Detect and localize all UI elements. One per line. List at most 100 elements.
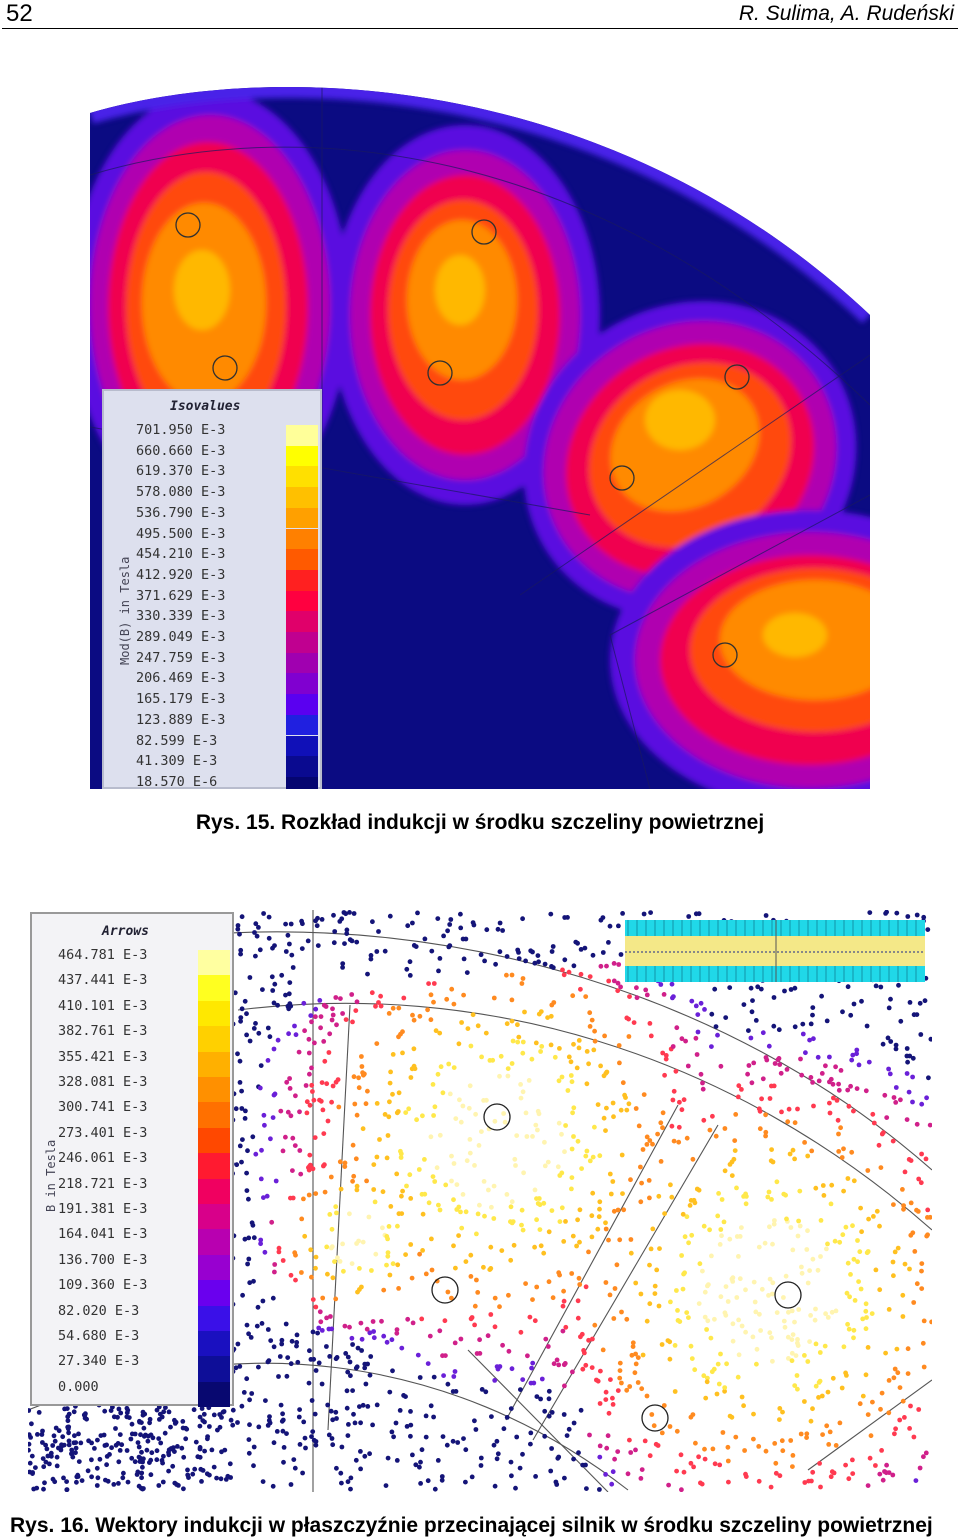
vector-marker bbox=[739, 1323, 745, 1329]
vector-marker bbox=[730, 1275, 736, 1281]
vector-marker bbox=[546, 1279, 552, 1285]
vector-marker bbox=[441, 1373, 446, 1378]
vector-marker bbox=[94, 1465, 100, 1471]
vector-marker bbox=[377, 1137, 382, 1142]
vector-marker bbox=[669, 981, 675, 987]
vector-marker bbox=[647, 1453, 653, 1459]
vector-marker bbox=[417, 1251, 422, 1257]
vector-marker bbox=[286, 1006, 292, 1012]
vector-marker bbox=[810, 1256, 816, 1262]
vector-marker bbox=[722, 1385, 728, 1390]
vector-marker bbox=[321, 1163, 326, 1169]
vector-marker bbox=[343, 1017, 349, 1022]
vector-marker bbox=[902, 1415, 907, 1420]
vector-marker bbox=[397, 1408, 403, 1413]
vector-marker bbox=[148, 1457, 154, 1463]
vector-marker bbox=[374, 949, 380, 954]
vector-marker bbox=[141, 1433, 147, 1439]
vector-marker bbox=[442, 1318, 448, 1324]
vector-marker bbox=[481, 1264, 486, 1270]
vector-marker bbox=[759, 1096, 764, 1102]
vector-marker bbox=[294, 1332, 300, 1338]
vector-marker bbox=[858, 1286, 864, 1292]
vector-marker bbox=[488, 1312, 494, 1317]
vector-marker bbox=[598, 1368, 603, 1374]
vector-marker bbox=[116, 1459, 122, 1465]
vector-marker bbox=[600, 950, 606, 955]
vector-marker bbox=[541, 1200, 547, 1206]
vector-marker bbox=[420, 1248, 425, 1253]
vector-marker bbox=[789, 1308, 795, 1314]
vector-marker bbox=[75, 1472, 81, 1478]
vector-marker bbox=[326, 1050, 332, 1055]
vector-marker bbox=[627, 994, 632, 999]
vector-marker bbox=[596, 1214, 602, 1220]
legend-swatch bbox=[198, 1051, 230, 1077]
vector-marker bbox=[819, 1071, 825, 1076]
vector-marker bbox=[124, 1405, 130, 1411]
vector-marker bbox=[350, 1388, 355, 1393]
vector-marker bbox=[886, 1066, 891, 1072]
vector-marker bbox=[303, 1445, 308, 1451]
vector-marker bbox=[315, 1330, 320, 1336]
vector-marker bbox=[340, 961, 346, 966]
vector-marker bbox=[716, 1381, 722, 1387]
vector-marker bbox=[779, 1438, 785, 1444]
vector-marker bbox=[398, 1031, 403, 1037]
vector-marker bbox=[265, 1423, 271, 1428]
vector-marker bbox=[914, 1121, 920, 1127]
vector-marker bbox=[394, 1458, 400, 1463]
vector-marker bbox=[390, 1052, 396, 1057]
vector-marker bbox=[431, 1414, 436, 1420]
vector-marker bbox=[257, 1085, 263, 1091]
vector-marker bbox=[771, 1083, 777, 1089]
vector-marker bbox=[922, 998, 928, 1004]
vector-marker bbox=[846, 1103, 852, 1109]
vector-marker bbox=[611, 978, 617, 984]
vector-marker bbox=[45, 1453, 51, 1459]
legend-value: 536.790 E-3 bbox=[136, 504, 226, 521]
vector-marker bbox=[661, 992, 667, 997]
vector-marker bbox=[449, 1153, 454, 1159]
vector-marker bbox=[485, 1333, 491, 1339]
vector-marker bbox=[59, 1442, 64, 1448]
vector-marker bbox=[736, 1254, 741, 1259]
vector-marker bbox=[321, 1039, 327, 1044]
vector-marker bbox=[51, 1433, 57, 1439]
vector-marker bbox=[919, 1151, 924, 1157]
vector-marker bbox=[430, 1174, 436, 1179]
vector-marker bbox=[172, 1449, 177, 1454]
legend-swatch bbox=[286, 425, 318, 446]
vector-marker bbox=[309, 1019, 314, 1025]
vector-marker bbox=[218, 1476, 224, 1482]
vector-marker bbox=[258, 1063, 264, 1068]
vector-marker bbox=[479, 1129, 484, 1134]
vector-marker bbox=[405, 923, 411, 929]
vector-marker bbox=[681, 1271, 686, 1277]
vector-marker bbox=[893, 1046, 899, 1052]
vector-marker bbox=[667, 1356, 673, 1362]
vector-marker bbox=[720, 1430, 726, 1435]
vector-marker bbox=[287, 1076, 292, 1081]
vector-marker bbox=[280, 1428, 286, 1434]
vector-marker bbox=[696, 1301, 702, 1306]
vector-marker bbox=[562, 1149, 567, 1155]
vector-marker bbox=[647, 1138, 653, 1143]
vector-marker bbox=[537, 1227, 543, 1232]
legend-value: 191.381 E-3 bbox=[58, 1201, 148, 1217]
vector-marker bbox=[929, 1319, 932, 1325]
vector-marker bbox=[139, 1449, 144, 1455]
vector-marker bbox=[385, 1253, 391, 1259]
vector-marker bbox=[233, 1365, 239, 1371]
vector-marker bbox=[370, 1422, 375, 1428]
vector-marker bbox=[311, 1437, 317, 1443]
vector-marker bbox=[298, 1171, 304, 1177]
vector-marker bbox=[509, 997, 515, 1003]
vector-marker bbox=[235, 1341, 241, 1347]
vector-marker bbox=[407, 959, 413, 965]
vector-marker bbox=[577, 1282, 583, 1287]
vector-marker bbox=[494, 1456, 500, 1462]
vector-marker bbox=[473, 1111, 478, 1117]
vector-marker bbox=[619, 1152, 625, 1158]
vector-marker bbox=[265, 1327, 271, 1332]
